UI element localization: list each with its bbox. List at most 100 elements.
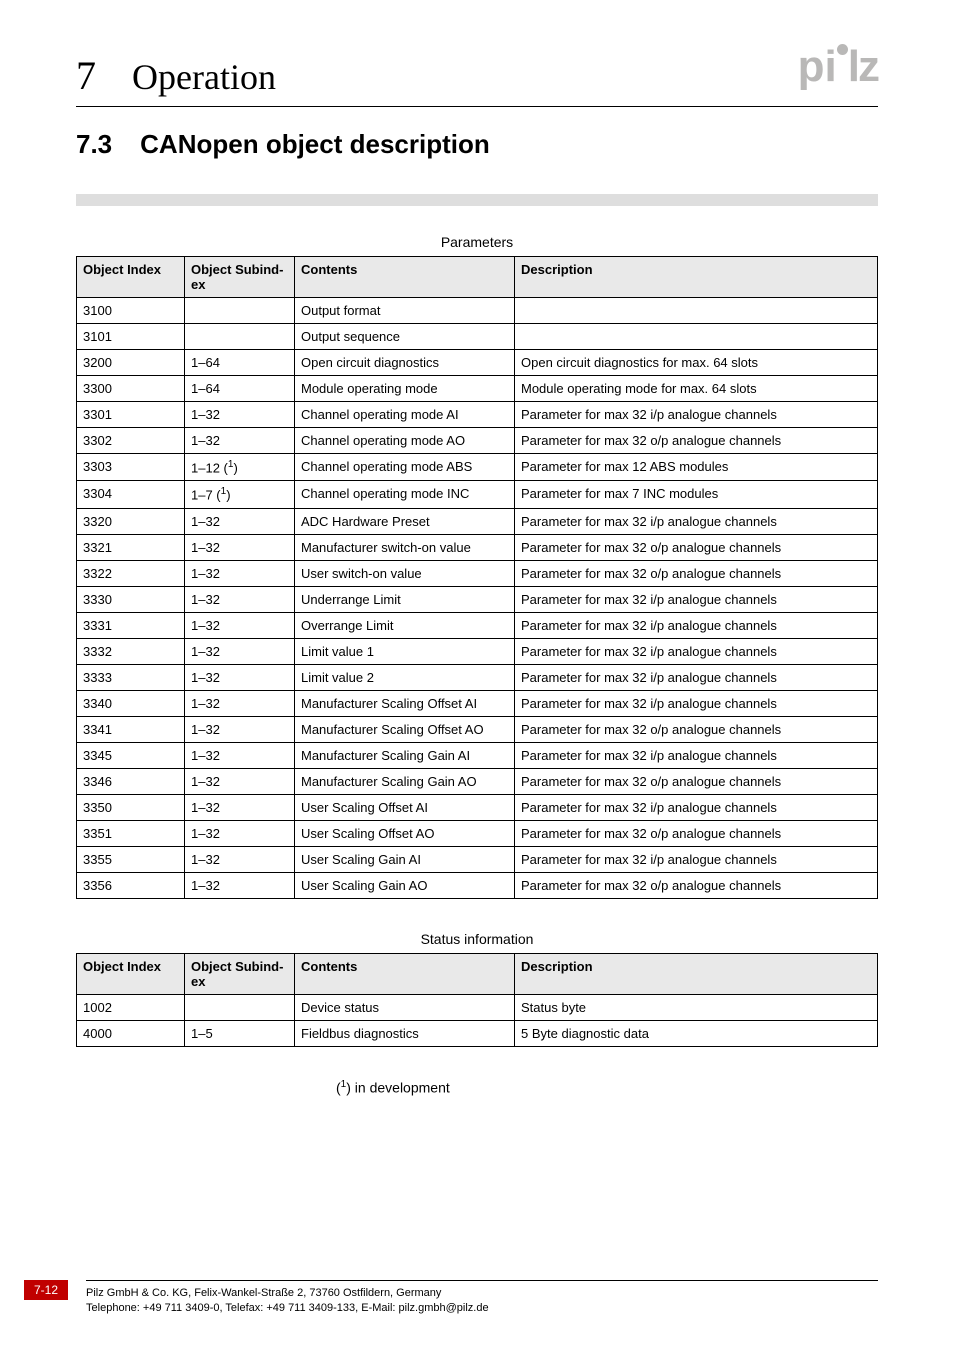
table-cell: Output sequence	[295, 324, 515, 350]
table-cell: 3300	[77, 376, 185, 402]
footnote-text: in development	[351, 1079, 450, 1095]
table-cell: 1–32	[185, 534, 295, 560]
table-cell: Parameter for max 32 o/p analogue channe…	[515, 872, 878, 898]
col-object-subindex: Object Subind-ex	[185, 953, 295, 994]
table-cell: 3101	[77, 324, 185, 350]
table-cell: User switch-on value	[295, 560, 515, 586]
table-cell: 1–64	[185, 350, 295, 376]
table-cell: 1–32	[185, 872, 295, 898]
table-cell: 3100	[77, 298, 185, 324]
table-row: 33331–32Limit value 2Parameter for max 3…	[77, 664, 878, 690]
chapter-heading: 7 Operation	[76, 52, 276, 99]
page: 7 Operation pilz 7.3 CANopen object desc…	[0, 0, 954, 1350]
table-cell: Parameter for max 32 i/p analogue channe…	[515, 508, 878, 534]
table-row: 33011–32Channel operating mode AIParamet…	[77, 402, 878, 428]
parameters-table: Object Index Object Subind-ex Contents D…	[76, 256, 878, 899]
page-footer: 7-12 Pilz GmbH & Co. KG, Felix-Wankel-St…	[0, 1280, 954, 1316]
table-cell: 3200	[77, 350, 185, 376]
pilz-logo: pilz	[798, 42, 878, 92]
section-heading: 7.3 CANopen object description	[76, 129, 878, 160]
table-cell: Open circuit diagnostics for max. 64 slo…	[515, 350, 878, 376]
table-cell: 1–32	[185, 820, 295, 846]
table-cell: Parameter for max 12 ABS modules	[515, 454, 878, 481]
table-cell: 3303	[77, 454, 185, 481]
logo-text-i: i	[825, 42, 846, 92]
table-cell: 3301	[77, 402, 185, 428]
table-cell: Manufacturer Scaling Gain AO	[295, 768, 515, 794]
table-row: 40001–5Fieldbus diagnostics5 Byte diagno…	[77, 1020, 878, 1046]
logo-text-lz: lz	[848, 42, 878, 92]
table-row: 33451–32Manufacturer Scaling Gain AIPara…	[77, 742, 878, 768]
table-cell: Limit value 1	[295, 638, 515, 664]
table-row: 33321–32Limit value 1Parameter for max 3…	[77, 638, 878, 664]
table-cell	[185, 994, 295, 1020]
table-cell: User Scaling Gain AO	[295, 872, 515, 898]
chapter-title: Operation	[132, 56, 276, 98]
table-cell: Channel operating mode AI	[295, 402, 515, 428]
table-cell: Manufacturer switch-on value	[295, 534, 515, 560]
table-cell: 3302	[77, 428, 185, 454]
table-cell: Parameter for max 32 o/p analogue channe…	[515, 820, 878, 846]
table-cell: 1–32	[185, 638, 295, 664]
table-cell: 1–32	[185, 560, 295, 586]
parameters-caption: Parameters	[76, 234, 878, 250]
table-cell: 1–32	[185, 846, 295, 872]
table-row: 33461–32Manufacturer Scaling Gain AOPara…	[77, 768, 878, 794]
table-cell: Parameter for max 32 o/p analogue channe…	[515, 716, 878, 742]
page-number-badge: 7-12	[24, 1280, 68, 1300]
page-header: 7 Operation pilz	[76, 50, 878, 107]
table-cell: Output format	[295, 298, 515, 324]
table-row: 33311–32Overrange LimitParameter for max…	[77, 612, 878, 638]
table-cell: 1–32	[185, 794, 295, 820]
table-cell: Parameter for max 32 i/p analogue channe…	[515, 586, 878, 612]
col-object-subindex: Object Subind-ex	[185, 257, 295, 298]
table-cell: 1002	[77, 994, 185, 1020]
table-cell: 1–32	[185, 508, 295, 534]
table-row: 33551–32User Scaling Gain AIParameter fo…	[77, 846, 878, 872]
table-row: 33411–32Manufacturer Scaling Offset AOPa…	[77, 716, 878, 742]
table-cell: Parameter for max 32 i/p analogue channe…	[515, 638, 878, 664]
footer-line-1: Pilz GmbH & Co. KG, Felix-Wankel-Straße …	[86, 1286, 878, 1301]
table-cell: Parameter for max 7 INC modules	[515, 481, 878, 508]
table-cell: 1–64	[185, 376, 295, 402]
table-cell: Parameter for max 32 i/p analogue channe…	[515, 794, 878, 820]
table-cell: 1–32	[185, 742, 295, 768]
table-cell: 3340	[77, 690, 185, 716]
table-cell: 3345	[77, 742, 185, 768]
table-cell: 3331	[77, 612, 185, 638]
table-cell: Fieldbus diagnostics	[295, 1020, 515, 1046]
table-cell: 3350	[77, 794, 185, 820]
table-cell: Manufacturer Scaling Offset AI	[295, 690, 515, 716]
footnote: (1) in development	[336, 1079, 878, 1096]
table-cell: 1–12 (1)	[185, 454, 295, 481]
table-cell: Overrange Limit	[295, 612, 515, 638]
table-cell: 3341	[77, 716, 185, 742]
table-row: 33031–12 (1)Channel operating mode ABSPa…	[77, 454, 878, 481]
table-row: 33561–32User Scaling Gain AOParameter fo…	[77, 872, 878, 898]
table-cell: 1–32	[185, 402, 295, 428]
logo-text-p: p	[798, 42, 823, 92]
table-cell: Manufacturer Scaling Offset AO	[295, 716, 515, 742]
table-cell: Module operating mode for max. 64 slots	[515, 376, 878, 402]
table-cell: Channel operating mode ABS	[295, 454, 515, 481]
table-cell: 1–7 (1)	[185, 481, 295, 508]
table-row: 33301–32Underrange LimitParameter for ma…	[77, 586, 878, 612]
table-cell: Parameter for max 32 i/p analogue channe…	[515, 742, 878, 768]
table-cell: Parameter for max 32 o/p analogue channe…	[515, 534, 878, 560]
table-cell: User Scaling Gain AI	[295, 846, 515, 872]
col-description: Description	[515, 257, 878, 298]
table-cell: ADC Hardware Preset	[295, 508, 515, 534]
status-caption: Status information	[76, 931, 878, 947]
table-row: 33041–7 (1)Channel operating mode INCPar…	[77, 481, 878, 508]
table-row: 33201–32ADC Hardware PresetParameter for…	[77, 508, 878, 534]
table-row: 33401–32Manufacturer Scaling Offset AIPa…	[77, 690, 878, 716]
table-cell: 4000	[77, 1020, 185, 1046]
table-cell: 1–32	[185, 768, 295, 794]
table-row: 32001–64Open circuit diagnosticsOpen cir…	[77, 350, 878, 376]
table-row: 3101 Output sequence	[77, 324, 878, 350]
table-cell: 3320	[77, 508, 185, 534]
col-object-index: Object Index	[77, 257, 185, 298]
table-cell: User Scaling Offset AI	[295, 794, 515, 820]
table-cell: Channel operating mode INC	[295, 481, 515, 508]
table-cell: Manufacturer Scaling Gain AI	[295, 742, 515, 768]
